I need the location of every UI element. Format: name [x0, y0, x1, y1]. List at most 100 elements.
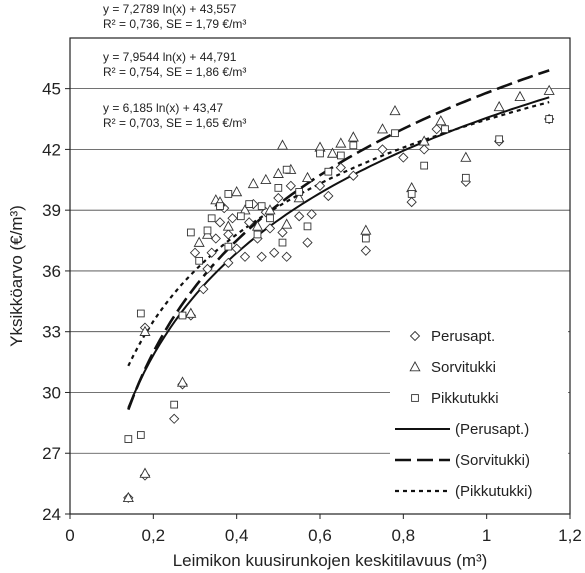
point-diamond-9	[206, 247, 217, 258]
y-axis-ticks: 24 27 30 33 36 39 42 45	[42, 80, 70, 524]
point-triangle-26	[360, 224, 372, 235]
equation-pikkutukki: y = 6,185 ln(x) + 43,47 R² = 0,703, SE =…	[99, 101, 251, 131]
legend-label-4: (Sorvitukki)	[455, 452, 530, 469]
x-axis-title: Leimikon kuusirunkojen keskitilavuus (m³…	[173, 551, 488, 570]
point-square-22	[316, 149, 324, 158]
point-triangle-30	[418, 135, 430, 146]
point-diamond-25	[273, 192, 284, 204]
point-triangle-28	[389, 104, 401, 116]
legend-label-5: (Pikkutukki)	[455, 483, 533, 500]
point-diamond-36	[360, 245, 371, 256]
x-tick-label-0,2: 0,2	[142, 526, 166, 545]
x-tick-label-1,2: 1,2	[558, 526, 582, 545]
point-diamond-35	[348, 170, 359, 181]
point-square-18	[278, 238, 287, 247]
point-diamond-31	[306, 209, 317, 220]
point-triangle-20	[293, 192, 305, 203]
point-square-6	[195, 256, 204, 265]
point-diamond-3	[169, 413, 180, 424]
trendline-2	[127, 101, 550, 367]
equation-pikkutukki-stats: R² = 0,703, SE = 1,65 €/m³	[103, 116, 247, 130]
point-triangle-11	[239, 204, 251, 215]
point-diamond-29	[294, 211, 305, 222]
point-square-30	[441, 125, 449, 133]
point-square-14	[253, 230, 262, 239]
point-square-4	[178, 311, 187, 320]
legend-label-1: Sorvitukki	[431, 359, 496, 376]
trendline-1	[127, 69, 550, 411]
point-triangle-25	[347, 131, 359, 142]
point-diamond-28	[285, 180, 296, 192]
y-tick-label-39: 39	[42, 201, 61, 220]
y-axis-title: Yksikköarvo (€/m³)	[7, 205, 26, 347]
point-triangle-15	[264, 204, 276, 215]
point-diamond-37	[377, 144, 388, 155]
equation-sorvitukki: y = 7,9544 ln(x) + 44,791 R² = 0,754, SE…	[99, 50, 251, 80]
point-square-5	[186, 228, 195, 237]
y-tick-label-45: 45	[42, 80, 61, 99]
point-triangle-12	[247, 177, 259, 189]
point-square-0	[124, 435, 133, 443]
legend-label-3: (Perusapt.)	[455, 421, 529, 438]
point-triangle-13	[251, 220, 264, 231]
y-tick-label-33: 33	[42, 323, 61, 342]
point-square-2	[136, 309, 145, 318]
legend-marker-2	[411, 394, 419, 402]
point-diamond-34	[335, 162, 346, 173]
point-square-28	[407, 190, 416, 198]
point-square-21	[303, 222, 312, 231]
point-triangle-23	[326, 147, 339, 158]
point-square-9	[216, 202, 224, 210]
point-triangle-5	[193, 236, 205, 247]
point-square-27	[391, 129, 399, 138]
point-triangle-14	[260, 173, 272, 185]
point-square-16	[266, 214, 274, 223]
point-square-29	[420, 161, 429, 170]
point-diamond-14	[223, 257, 234, 268]
point-diamond-15	[227, 213, 238, 224]
point-square-26	[361, 234, 370, 243]
point-triangle-1	[139, 467, 151, 478]
y-tick-label-42: 42	[42, 140, 61, 159]
point-triangle-4	[185, 307, 197, 318]
point-square-13	[245, 200, 254, 208]
x-tick-label-0,4: 0,4	[225, 526, 249, 545]
point-square-17	[274, 184, 283, 192]
legend-label-2: Pikkutukki	[431, 390, 499, 407]
equation-perusapt-stats: R² = 0,736, SE = 1,79 €/m³	[103, 17, 247, 31]
trendline-0	[127, 96, 550, 409]
point-diamond-32	[314, 180, 326, 192]
point-triangle-10	[231, 186, 243, 197]
point-diamond-40	[419, 144, 430, 155]
point-square-20	[295, 188, 304, 196]
point-square-24	[336, 151, 345, 160]
point-triangle-35	[543, 84, 555, 95]
point-square-19	[282, 165, 291, 174]
point-square-7	[203, 226, 212, 235]
equation-perusapt: y = 7,2789 ln(x) + 43,557 R² = 0,736, SE…	[99, 2, 251, 32]
point-diamond-11	[214, 217, 226, 228]
legend-background	[390, 317, 568, 512]
legend: Perusapt. Sorvitukki Pikkutukki (Perusapt.)…	[390, 317, 568, 512]
equation-pikkutukki-formula: y = 6,185 ln(x) + 43,47	[103, 101, 224, 115]
point-square-25	[349, 141, 358, 150]
equation-sorvitukki-formula: y = 7,9544 ln(x) + 44,791	[103, 50, 237, 64]
point-triangle-33	[493, 100, 505, 112]
point-square-15	[257, 202, 266, 210]
point-diamond-27	[281, 251, 292, 262]
point-diamond-16	[231, 243, 242, 254]
point-triangle-3	[176, 376, 189, 387]
point-square-10	[224, 242, 233, 251]
point-diamond-24	[269, 247, 280, 258]
legend-marker-0	[409, 330, 421, 342]
equation-sorvitukki-stats: R² = 0,754, SE = 1,86 €/m³	[103, 65, 247, 79]
point-square-11	[224, 190, 233, 198]
point-diamond-23	[264, 223, 276, 234]
point-square-32	[495, 135, 504, 144]
point-triangle-21	[301, 171, 314, 183]
point-triangle-18	[281, 218, 293, 229]
point-triangle-27	[376, 123, 389, 134]
legend-marker-1	[409, 361, 421, 372]
y-tick-label-24: 24	[42, 505, 61, 524]
point-diamond-10	[210, 233, 221, 244]
